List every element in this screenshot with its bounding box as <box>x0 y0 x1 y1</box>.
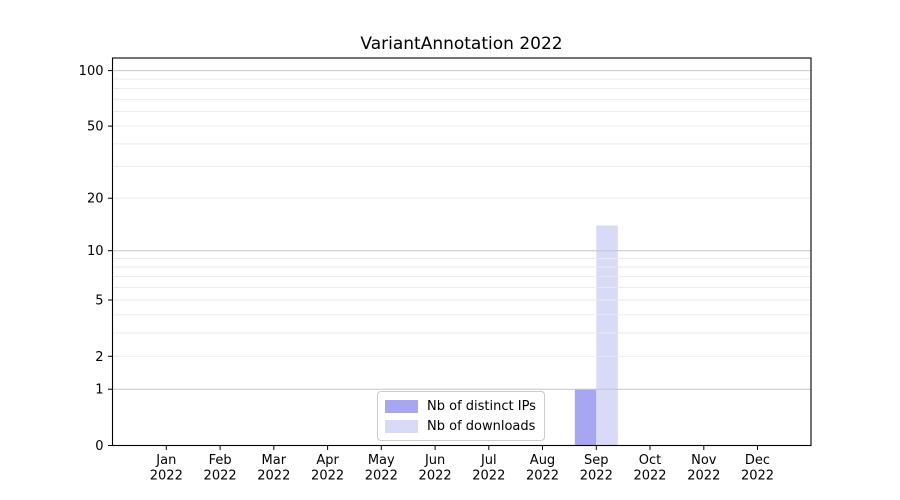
y-tick-label-0: 0 <box>95 439 103 454</box>
x-axis: Jan 2022 Feb 2022 Mar 2022 Apr 2022 May 2022 Jun 20… <box>150 445 774 484</box>
x-tick-label-oct: Oct 2022 <box>633 453 666 484</box>
legend-label-downloads: Nb of downloads <box>427 418 536 434</box>
legend-label-distinct-ips: Nb of distinct IPs <box>427 398 536 414</box>
x-tick-label-jun: Jun 2022 <box>419 453 452 484</box>
legend-swatch-distinct-ips <box>385 399 418 413</box>
x-tick-label-may: May 2022 <box>365 453 398 484</box>
major-gridlines <box>112 70 811 390</box>
legend-swatch-downloads <box>385 419 418 433</box>
y-axis: 0 1 2 5 10 20 50 100 <box>79 64 113 454</box>
bars <box>574 225 618 446</box>
y-tick-label-1: 1 <box>95 383 103 398</box>
legend-item-distinct-ips: Nb of distinct IPs <box>385 396 536 416</box>
y-tick-label-10: 10 <box>87 244 104 259</box>
y-tick-label-2: 2 <box>95 350 103 365</box>
x-tick-label-mar: Mar 2022 <box>257 453 290 484</box>
y-tick-label-50: 50 <box>87 120 104 135</box>
x-tick-label-aug: Aug 2022 <box>526 453 559 484</box>
y-tick-label-5: 5 <box>95 294 103 309</box>
x-tick-label-feb: Feb 2022 <box>204 453 237 484</box>
chart-title: VariantAnnotation 2022 <box>360 34 563 54</box>
x-tick-label-sep: Sep 2022 <box>580 453 613 484</box>
x-tick-label-jul: Jul 2022 <box>472 453 505 484</box>
x-tick-label-apr: Apr 2022 <box>311 453 344 484</box>
x-tick-label-nov: Nov 2022 <box>687 453 720 484</box>
minor-gridlines <box>112 78 811 357</box>
bar-nb-of-distinct-ips-sep <box>574 389 597 446</box>
x-tick-label-dec: Dec 2022 <box>741 453 774 484</box>
bar-nb-of-downloads-sep <box>596 225 618 446</box>
legend-item-downloads: Nb of downloads <box>385 416 536 436</box>
x-tick-label-jan: Jan 2022 <box>150 453 183 484</box>
y-tick-label-100: 100 <box>79 64 104 79</box>
legend: Nb of distinct IPs Nb of downloads <box>377 391 545 441</box>
y-tick-label-20: 20 <box>87 192 104 207</box>
plot-border <box>111 57 812 447</box>
